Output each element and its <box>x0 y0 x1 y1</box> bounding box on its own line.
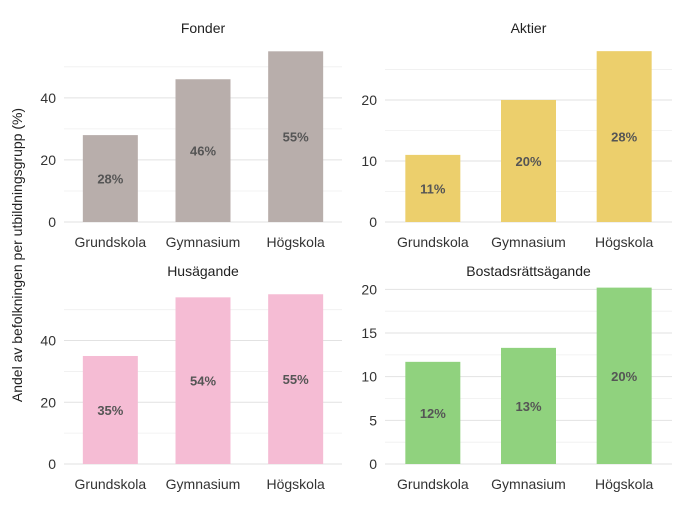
panel-title: Husägande <box>167 263 239 279</box>
bar-value-label: 12% <box>420 406 446 421</box>
bar-value-label: 46% <box>190 144 216 159</box>
x-tick-label: Grundskola <box>75 234 147 250</box>
bar-grundskola <box>405 361 461 464</box>
y-tick-label: 20 <box>40 394 56 410</box>
panel-2: 0 20 40 Husägande 35% Grundskola 54% Gymnasium 5… <box>40 263 342 492</box>
bar-högskola <box>596 287 652 464</box>
y-tick-label: 20 <box>40 152 56 168</box>
y-axis-label-text: Andel av befolkningen per utbildningsgru… <box>9 107 25 403</box>
y-tick-label: 20 <box>361 281 377 297</box>
x-tick-label: Högskola <box>266 234 325 250</box>
y-tick-label: 0 <box>369 214 377 230</box>
x-tick-label: Gymnasium <box>166 476 241 492</box>
bar-högskola <box>596 51 652 222</box>
bar-value-label: 20% <box>611 369 637 384</box>
bar-value-label: 28% <box>611 130 637 145</box>
x-tick-label: Högskola <box>595 476 654 492</box>
y-tick-label: 0 <box>48 214 56 230</box>
bar-högskola <box>268 294 324 464</box>
bar-value-label: 28% <box>97 172 123 187</box>
panel-title: Fonder <box>181 20 226 36</box>
bar-value-label: 35% <box>97 403 123 418</box>
bar-value-label: 55% <box>283 130 309 145</box>
bar-value-label: 54% <box>190 374 216 389</box>
bar-gymnasium <box>175 297 231 464</box>
y-axis-label: Andel av befolkningen per utbildningsgru… <box>7 90 27 420</box>
bar-value-label: 11% <box>420 181 446 196</box>
x-tick-label: Högskola <box>266 476 325 492</box>
panel-title: Aktier <box>511 20 547 36</box>
bar-value-label: 20% <box>515 154 541 169</box>
bar-grundskola <box>82 135 138 222</box>
bar-gymnasium <box>175 79 231 222</box>
y-tick-label: 40 <box>40 90 56 106</box>
bar-value-label: 55% <box>283 372 309 387</box>
panel-title: Bostadsrättsägande <box>466 263 591 279</box>
x-tick-label: Gymnasium <box>491 234 566 250</box>
y-tick-label: 15 <box>361 325 377 341</box>
x-tick-label: Gymnasium <box>491 476 566 492</box>
x-tick-label: Grundskola <box>397 234 469 250</box>
panel-3: 0 5 10 15 20 Bostadsrättsägande 12% Grundskola 1… <box>361 263 672 492</box>
x-tick-label: Grundskola <box>75 476 147 492</box>
x-tick-label: Grundskola <box>397 476 469 492</box>
panel-1: 0 10 20 Aktier 11% Grundskola 20% Gymnasium 28% H… <box>361 20 672 250</box>
x-tick-label: Gymnasium <box>166 234 241 250</box>
y-tick-label: 5 <box>369 412 377 428</box>
bar-gymnasium <box>501 99 556 222</box>
panel-0: 0 20 40 Fonder 28% Grundskola 46% Gymnasium 55% H… <box>40 20 342 250</box>
y-tick-label: 20 <box>361 92 377 108</box>
y-tick-label: 10 <box>361 153 377 169</box>
bar-gymnasium <box>501 347 556 464</box>
bar-grundskola <box>82 355 138 464</box>
bar-value-label: 13% <box>515 399 541 414</box>
y-tick-label: 0 <box>369 456 377 472</box>
bar-högskola <box>268 51 324 222</box>
bar-grundskola <box>405 154 461 222</box>
y-tick-label: 40 <box>40 333 56 349</box>
y-tick-label: 0 <box>48 456 56 472</box>
x-tick-label: Högskola <box>595 234 654 250</box>
y-tick-label: 10 <box>361 369 377 385</box>
